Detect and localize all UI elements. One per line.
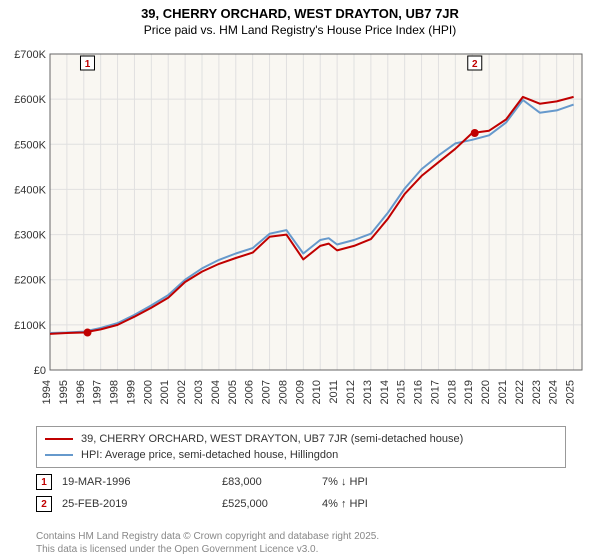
x-tick-label: 1994 bbox=[41, 380, 53, 404]
x-tick-label: 2024 bbox=[548, 380, 560, 404]
y-tick-label: £300K bbox=[14, 230, 46, 242]
sale-marker-num: 2 bbox=[472, 59, 478, 70]
chart-plot: £0 £100K £200K £300K £400K £500K £600K £700K 199… bbox=[10, 48, 590, 418]
y-tick-label: £200K bbox=[14, 275, 46, 287]
x-tick-label: 2021 bbox=[497, 380, 509, 404]
x-tick-label: 2022 bbox=[514, 380, 526, 404]
x-tick-label: 2013 bbox=[362, 380, 374, 404]
legend-box: 39, CHERRY ORCHARD, WEST DRAYTON, UB7 7J… bbox=[36, 426, 566, 468]
x-tick-label: 2004 bbox=[210, 380, 222, 404]
sale-delta: 4% ↑ HPI bbox=[322, 498, 412, 510]
x-tick-label: 2016 bbox=[413, 380, 425, 404]
sale-dot bbox=[471, 129, 479, 137]
x-tick-label: 2007 bbox=[261, 380, 273, 404]
x-tick-label: 2000 bbox=[142, 380, 154, 404]
attrib-line1: Contains HM Land Registry data © Crown c… bbox=[36, 531, 379, 542]
y-tick-label: £0 bbox=[34, 365, 46, 377]
x-tick-label: 1997 bbox=[92, 380, 104, 404]
x-tick-label: 2010 bbox=[311, 380, 323, 404]
legend-and-sales: 39, CHERRY ORCHARD, WEST DRAYTON, UB7 7J… bbox=[36, 426, 566, 512]
x-tick-label: 2008 bbox=[277, 380, 289, 404]
x-tick-label: 2019 bbox=[463, 380, 475, 404]
x-tick-label: 2002 bbox=[176, 380, 188, 404]
x-tick-label: 1996 bbox=[75, 380, 87, 404]
x-tick-label: 2023 bbox=[531, 380, 543, 404]
legend-label: 39, CHERRY ORCHARD, WEST DRAYTON, UB7 7J… bbox=[81, 433, 463, 445]
legend-swatch bbox=[45, 438, 73, 440]
y-tick-label: £100K bbox=[14, 320, 46, 332]
x-tick-label: 2012 bbox=[345, 380, 357, 404]
x-tick-label: 2005 bbox=[227, 380, 239, 404]
legend-label: HPI: Average price, semi-detached house,… bbox=[81, 449, 338, 461]
y-tick-label: £400K bbox=[14, 184, 46, 196]
sale-marker-num: 1 bbox=[85, 59, 91, 70]
sale-row: 1 19-MAR-1996 £83,000 7% ↓ HPI bbox=[36, 474, 566, 490]
x-tick-label: 1999 bbox=[125, 380, 137, 404]
x-tick-label: 2009 bbox=[294, 380, 306, 404]
attrib-line2: This data is licensed under the Open Gov… bbox=[36, 544, 318, 555]
x-tick-label: 2018 bbox=[446, 380, 458, 404]
x-tick-label: 2006 bbox=[244, 380, 256, 404]
attribution: Contains HM Land Registry data © Crown c… bbox=[36, 530, 379, 556]
legend-row: 39, CHERRY ORCHARD, WEST DRAYTON, UB7 7J… bbox=[45, 431, 557, 447]
sale-row-marker: 2 bbox=[36, 496, 52, 512]
legend-row: HPI: Average price, semi-detached house,… bbox=[45, 447, 557, 463]
sale-dot bbox=[83, 329, 91, 337]
y-tick-label: £500K bbox=[14, 139, 46, 151]
chart-subtitle: Price paid vs. HM Land Registry's House … bbox=[0, 21, 600, 37]
x-tick-label: 2025 bbox=[565, 380, 577, 404]
chart-title: 39, CHERRY ORCHARD, WEST DRAYTON, UB7 7J… bbox=[0, 0, 600, 21]
x-tick-label: 1998 bbox=[109, 380, 121, 404]
x-tick-label: 2001 bbox=[159, 380, 171, 404]
sale-row-marker: 1 bbox=[36, 474, 52, 490]
plot-bg bbox=[50, 54, 582, 370]
x-tick-label: 1995 bbox=[58, 380, 70, 404]
sale-row: 2 25-FEB-2019 £525,000 4% ↑ HPI bbox=[36, 496, 566, 512]
sale-price: £83,000 bbox=[222, 476, 312, 488]
sale-date: 25-FEB-2019 bbox=[62, 498, 212, 510]
x-tick-label: 2003 bbox=[193, 380, 205, 404]
y-tick-label: £700K bbox=[14, 49, 46, 61]
sale-date: 19-MAR-1996 bbox=[62, 476, 212, 488]
y-tick-label: £600K bbox=[14, 94, 46, 106]
x-tick-label: 2015 bbox=[396, 380, 408, 404]
x-tick-label: 2011 bbox=[328, 380, 340, 404]
legend-swatch bbox=[45, 454, 73, 456]
x-tick-label: 2020 bbox=[480, 380, 492, 404]
sale-delta: 7% ↓ HPI bbox=[322, 476, 412, 488]
x-tick-label: 2017 bbox=[429, 380, 441, 404]
x-tick-label: 2014 bbox=[379, 380, 391, 404]
sale-price: £525,000 bbox=[222, 498, 312, 510]
